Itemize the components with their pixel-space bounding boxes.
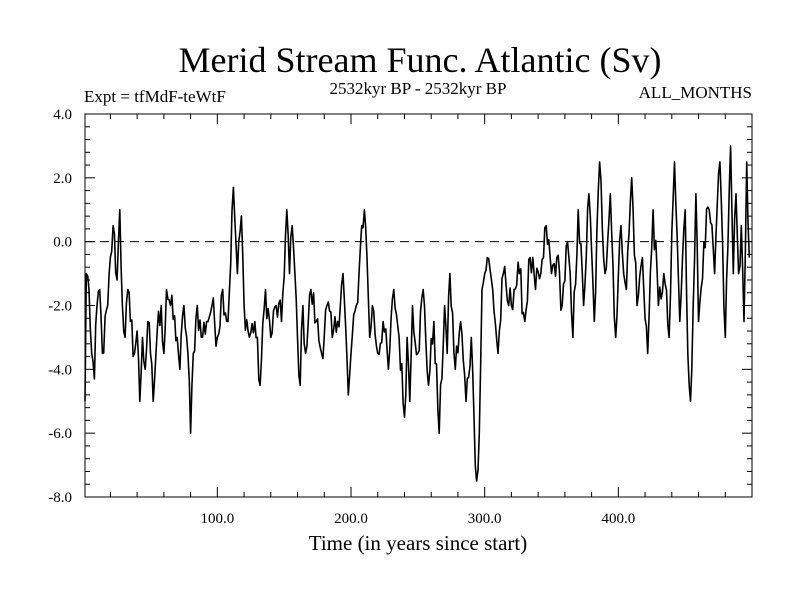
y-tick-label: -8.0 <box>48 490 72 506</box>
x-tick-labels: 100.0 200.0 300.0 400.0 <box>200 511 635 527</box>
plot-frame <box>84 113 753 498</box>
x-tick-label: 200.0 <box>334 511 368 527</box>
x-tick-label: 100.0 <box>200 511 234 527</box>
y-tick-label: 0.0 <box>53 235 72 251</box>
time-range-label: 2532kyr BP - 2532kyr BP <box>330 79 507 98</box>
y-tick-labels: -8.0 -6.0 -4.0 -2.0 0.0 2.0 4.0 <box>48 107 72 506</box>
y-tick-label: -2.0 <box>48 299 72 315</box>
x-tick-label: 400.0 <box>601 511 635 527</box>
x-tick-label: 300.0 <box>468 511 502 527</box>
y-tick-label: 2.0 <box>53 171 72 187</box>
axis-ticks <box>85 113 753 498</box>
months-label: ALL_MONTHS <box>639 83 752 102</box>
y-tick-label: 4.0 <box>53 107 72 123</box>
experiment-label: Expt = tfMdF-teWtF <box>84 87 226 106</box>
y-tick-label: -4.0 <box>48 362 72 378</box>
series-line <box>84 145 751 482</box>
x-axis-label: Time (in years since start) <box>309 531 528 555</box>
y-tick-label: -6.0 <box>48 426 72 442</box>
chart-title: Merid Stream Func. Atlantic (Sv) <box>179 40 662 80</box>
